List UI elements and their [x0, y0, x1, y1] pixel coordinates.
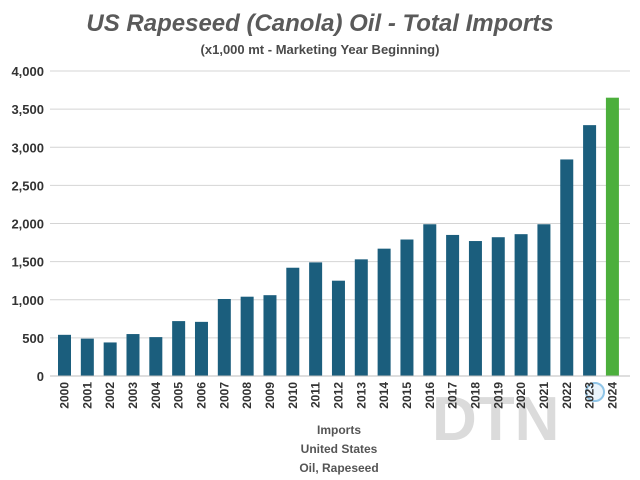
- x-tick-label: 2011: [309, 382, 323, 408]
- y-tick-label: 0: [37, 369, 44, 384]
- x-tick-label: 2020: [514, 382, 528, 409]
- footer-line-3: Oil, Rapeseed: [299, 461, 378, 475]
- x-tick-label: 2007: [217, 382, 231, 409]
- x-tick-label: 2018: [468, 382, 482, 409]
- bar-2020: [514, 234, 528, 376]
- x-tick-label: 2022: [560, 382, 574, 409]
- x-tick-label: 2010: [286, 382, 300, 409]
- y-axis-ticks: 0 500 1,000 1,500 2,000 2,500 3,000 3,500 4,000: [11, 64, 44, 384]
- bar-2006: [194, 321, 208, 376]
- x-axis-ticks: 2000 2001 2002 2003 2004 2005 2006 2007 2008 2009…: [58, 382, 620, 409]
- bar-2010: [286, 267, 300, 376]
- x-tick-label: 2024: [605, 382, 619, 409]
- footer-line-1: Imports: [317, 423, 361, 437]
- watermark-dot: [585, 382, 605, 402]
- x-tick-label: 2016: [423, 382, 437, 409]
- bar-2016: [423, 224, 437, 376]
- bar-2018: [468, 241, 482, 376]
- bar-2011: [309, 262, 323, 376]
- bar-2021: [537, 224, 551, 376]
- y-tick-label: 2,000: [11, 217, 44, 232]
- x-tick-label: 2012: [331, 382, 345, 409]
- bar-2013: [354, 259, 368, 376]
- y-tick-label: 4,000: [11, 64, 44, 79]
- bar-2017: [446, 234, 460, 376]
- bar-2023: [583, 125, 597, 376]
- bar-2003: [126, 334, 140, 376]
- x-tick-label: 2017: [446, 382, 460, 409]
- bar-2004: [149, 337, 163, 376]
- x-tick-label: 2014: [377, 382, 391, 409]
- x-tick-label: 2000: [58, 382, 72, 409]
- dtn-watermark: DTN: [432, 382, 605, 454]
- bar-2001: [80, 338, 94, 376]
- watermark-text: DTN: [432, 385, 559, 454]
- bar-2022: [560, 159, 574, 376]
- y-tick-label: 500: [22, 331, 44, 346]
- x-tick-label: 2004: [149, 382, 163, 409]
- bar-2012: [331, 280, 345, 376]
- x-tick-label: 2005: [172, 382, 186, 409]
- footer-line-2: United States: [301, 442, 378, 456]
- x-tick-label: 2021: [537, 382, 551, 409]
- bar-2019: [491, 237, 505, 376]
- x-tick-label: 2023: [583, 382, 597, 409]
- bar-2000: [58, 334, 71, 376]
- bar-2015: [400, 239, 414, 376]
- x-tick-label: 2001: [80, 382, 94, 409]
- x-tick-label: 2013: [354, 382, 368, 409]
- bar-2009: [263, 295, 277, 376]
- chart-subtitle: (x1,000 mt - Marketing Year Beginning): [201, 42, 440, 57]
- x-tick-label: 2003: [126, 382, 140, 409]
- y-tick-label: 1,500: [11, 255, 44, 270]
- bar-2005: [172, 321, 186, 376]
- x-tick-label: 2008: [240, 382, 254, 409]
- x-tick-label: 2009: [263, 382, 277, 409]
- gridlines: [50, 70, 630, 339]
- y-tick-label: 3,000: [11, 140, 44, 155]
- bar-2008: [240, 296, 254, 376]
- bars: [58, 97, 619, 376]
- y-tick-label: 2,500: [11, 178, 44, 193]
- chart-title: US Rapeseed (Canola) Oil - Total Imports: [86, 10, 553, 37]
- bar-2007: [217, 298, 231, 376]
- bar-2002: [103, 342, 117, 376]
- x-tick-label: 2019: [491, 382, 505, 409]
- y-tick-label: 3,500: [11, 102, 44, 117]
- bar-2014: [377, 248, 391, 376]
- x-tick-label: 2006: [194, 382, 208, 409]
- bar-2024: [605, 97, 619, 376]
- x-tick-label: 2015: [400, 382, 414, 409]
- y-tick-label: 1,000: [11, 293, 44, 308]
- x-tick-label: 2002: [103, 382, 117, 409]
